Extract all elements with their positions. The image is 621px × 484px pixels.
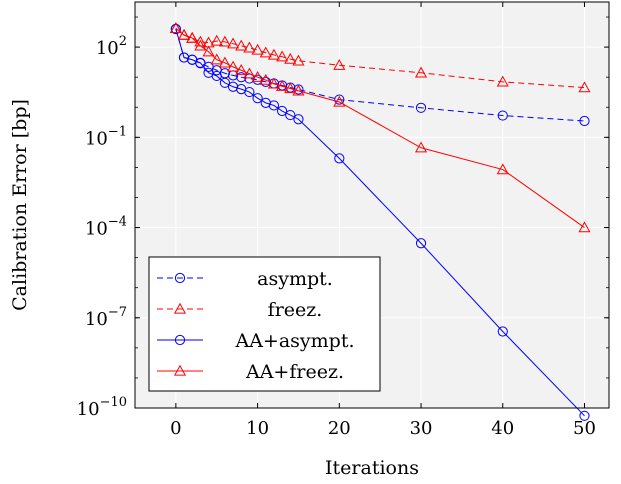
series-line — [175, 27, 585, 89]
y-tick-label: 10−7 — [85, 305, 127, 330]
y-axis-label: Calibration Error [bp] — [9, 99, 31, 311]
data-point — [334, 94, 345, 105]
data-point — [178, 52, 190, 63]
data-point — [219, 77, 230, 88]
data-point — [227, 81, 239, 92]
data-point — [259, 46, 272, 58]
legend-label: AA+freez. — [245, 361, 344, 383]
legend-box — [148, 256, 381, 392]
y-tick-label-base: 10 — [85, 219, 108, 240]
data-point — [177, 28, 191, 40]
data-point — [415, 102, 427, 113]
legend: asympt. freez. AA+asympt. AA+freez. — [148, 256, 381, 392]
legend-label: asympt. — [257, 268, 333, 290]
legend-marker — [174, 334, 186, 346]
data-point — [267, 48, 280, 60]
data-point — [334, 153, 345, 164]
data-point — [243, 41, 256, 53]
data-point — [333, 58, 346, 70]
series-layer — [169, 22, 591, 421]
y-tick-label: 10−1 — [85, 124, 127, 149]
data-point — [333, 95, 346, 107]
data-point — [244, 86, 255, 98]
data-point — [285, 109, 296, 121]
y-tick-label-exponent: −7 — [108, 305, 127, 320]
data-point — [292, 54, 305, 66]
series-2 — [170, 23, 590, 421]
data-point — [578, 81, 591, 93]
data-point — [218, 35, 231, 47]
data-point — [579, 410, 590, 421]
data-point — [578, 221, 591, 233]
data-point — [186, 31, 199, 43]
data-point — [284, 82, 297, 94]
data-point — [496, 75, 509, 87]
legend-marker — [173, 364, 187, 376]
data-point — [169, 22, 182, 34]
data-point — [218, 56, 231, 68]
data-point — [170, 23, 181, 35]
y-tick-label: 10−4 — [85, 215, 127, 240]
legend-marker — [173, 302, 187, 314]
data-point — [211, 70, 222, 82]
data-point — [251, 43, 264, 55]
data-point — [579, 115, 590, 127]
legend-label: freez. — [268, 299, 323, 321]
data-point — [251, 70, 264, 82]
y-tick-label-base: 10 — [77, 399, 100, 420]
data-point — [414, 66, 428, 78]
y-tick-label-exponent: −10 — [100, 395, 127, 410]
y-tick-label-exponent: −1 — [108, 124, 127, 139]
plot-frame — [134, 1, 610, 409]
x-tick-label: 0 — [170, 418, 181, 439]
data-point — [195, 57, 206, 68]
y-tick-label-exponent: −4 — [108, 215, 127, 230]
data-point — [414, 141, 428, 153]
data-point — [202, 45, 215, 57]
legend-marker — [174, 272, 186, 284]
y-tick-label-base: 10 — [85, 128, 108, 149]
data-point — [496, 163, 509, 175]
y-tick-label: 10−10 — [77, 395, 127, 420]
data-point — [210, 53, 223, 65]
y-tick-label-base: 10 — [85, 309, 108, 330]
series-line — [175, 28, 585, 417]
data-point — [252, 93, 263, 104]
y-tick-label-base: 10 — [96, 38, 119, 59]
legend-label: AA+asympt. — [234, 330, 354, 352]
data-point — [259, 73, 272, 85]
y-tick-label: 102 — [96, 34, 127, 59]
data-point — [235, 39, 248, 51]
x-tick-label: 40 — [491, 418, 514, 439]
y-tick-label-exponent: 2 — [119, 34, 127, 49]
data-point — [292, 84, 305, 96]
data-point — [497, 326, 508, 337]
data-point — [497, 110, 508, 121]
data-point — [268, 100, 280, 111]
data-point — [277, 105, 288, 117]
data-point — [276, 50, 289, 62]
data-point — [236, 72, 247, 83]
data-point — [284, 52, 297, 64]
x-tick-label: 20 — [328, 418, 351, 439]
data-point — [415, 238, 427, 249]
data-point — [235, 64, 248, 75]
data-point — [227, 60, 240, 72]
data-point — [243, 67, 256, 79]
series-3 — [169, 22, 591, 233]
data-point — [210, 34, 223, 46]
data-point — [267, 77, 280, 89]
x-tick-label: 50 — [573, 418, 596, 439]
data-point — [194, 39, 207, 51]
data-point — [293, 114, 304, 125]
data-point — [227, 37, 240, 49]
x-tick-label: 10 — [246, 418, 269, 439]
data-point — [276, 80, 289, 91]
x-axis-label: Iterations — [325, 457, 419, 479]
ticks — [135, 2, 609, 409]
x-tick-label: 30 — [410, 418, 433, 439]
